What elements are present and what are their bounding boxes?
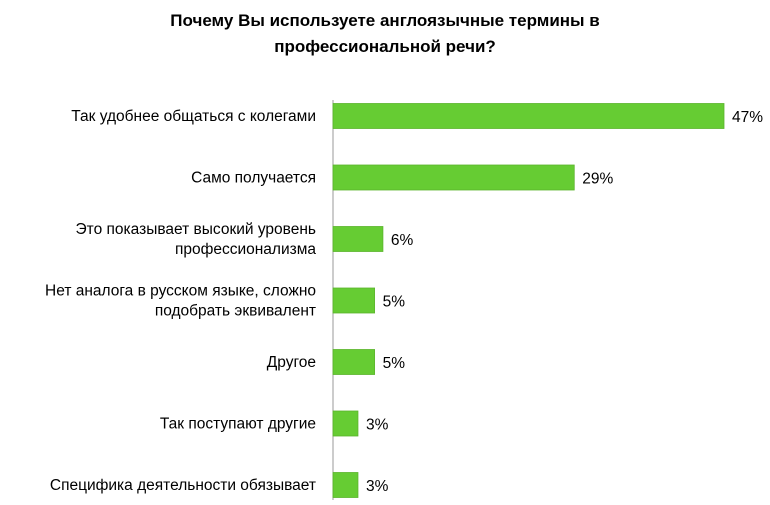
category-labels: Так удобнее общаться с колегами Само полу… (45, 108, 316, 494)
category-label-3-line-1: Это показывает высокий уровень (76, 221, 316, 238)
value-label-5: 5% (383, 355, 406, 372)
bar-7 (332, 472, 359, 498)
value-label-3: 6% (391, 232, 414, 249)
bar-1 (332, 103, 725, 129)
category-label-1: Так удобнее общаться с колегами (71, 108, 316, 125)
bar-2 (332, 164, 575, 191)
value-label-4: 5% (383, 294, 406, 311)
bar-4 (332, 287, 375, 314)
chart-title-line-2: профессиональной речи? (274, 37, 496, 56)
category-label-6: Так поступают другие (160, 416, 316, 433)
value-label-6: 3% (366, 417, 389, 434)
value-label-2: 29% (582, 171, 613, 188)
bar-6 (332, 410, 359, 437)
chart-title: Почему Вы используете англоязычные терми… (170, 11, 599, 56)
bars (332, 103, 725, 498)
category-label-2: Само получается (191, 170, 316, 187)
category-label-4-line-2: подобрать эквивалент (155, 303, 316, 320)
category-label-4-line-1: Нет аналога в русском языке, сложно (45, 283, 316, 300)
category-label-7: Специфика деятельности обязывает (50, 477, 316, 494)
chart-title-line-1: Почему Вы используете англоязычные терми… (170, 11, 599, 30)
category-label-3-line-2: профессионализма (175, 241, 316, 258)
category-label-5: Другое (267, 354, 316, 371)
bar-5 (332, 349, 375, 375)
value-label-7: 3% (366, 478, 389, 495)
value-label-1: 47% (732, 109, 763, 126)
bar-3 (332, 226, 384, 252)
value-labels: 47% 29% 6% 5% 5% 3% 3% (366, 109, 763, 495)
